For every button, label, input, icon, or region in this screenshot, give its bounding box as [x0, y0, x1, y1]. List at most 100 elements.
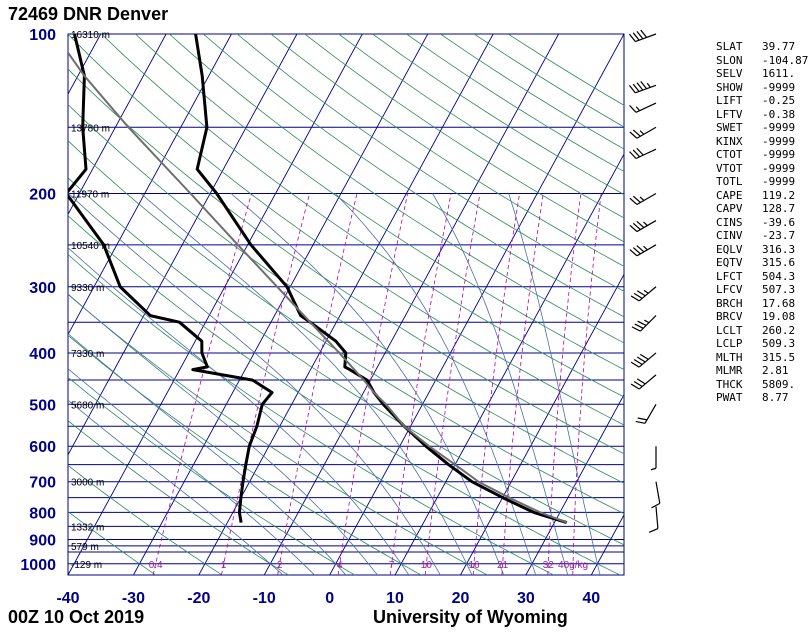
index-row: SELV 1611.	[716, 67, 808, 81]
barb-flag	[630, 383, 640, 390]
isotherm-10	[394, 153, 624, 575]
barb-flag	[636, 82, 644, 91]
barb-half-flag	[635, 106, 641, 112]
barb-staff	[635, 84, 657, 94]
barb-flag	[632, 247, 641, 255]
moist-adiabat	[68, 368, 315, 575]
pressure-tick-label: 600	[29, 439, 56, 456]
isotherm-20	[460, 273, 624, 575]
barb-flag	[632, 32, 640, 41]
barb-flag	[633, 380, 643, 387]
barb-flag	[631, 326, 641, 332]
index-value: 315.5	[762, 350, 796, 364]
barb-half-flag	[646, 82, 651, 88]
index-name: CTOT	[716, 148, 743, 161]
index-value: 39.77	[762, 40, 796, 53]
parcel-trace	[68, 50, 568, 524]
mixing-ratio-label: 21	[497, 560, 509, 571]
index-value: 5809.	[762, 377, 796, 391]
index-row: BRCH 17.68	[716, 297, 808, 311]
temperature-tick-label: 30	[517, 590, 535, 607]
index-name: KINX	[716, 134, 743, 148]
index-value: 509.3	[762, 337, 796, 350]
sounding-datetime: 00Z 10 Oct 2019	[8, 607, 145, 627]
index-name: CAPE	[716, 188, 743, 202]
dry-adiabat	[68, 253, 554, 575]
mixing-ratio-label: 1	[221, 560, 227, 571]
index-name: EQLV	[716, 242, 743, 256]
index-row: LCLT 260.2	[716, 324, 808, 338]
mixing-ratio-line	[152, 193, 252, 575]
isotherm--20	[198, 34, 494, 575]
barb-half-flag	[643, 289, 649, 294]
dry-adiabat	[68, 334, 422, 575]
height-label: 13780 m	[71, 123, 110, 134]
wind-barb	[629, 147, 657, 160]
barb-flag	[633, 359, 643, 366]
height-label: 1332 m	[71, 522, 104, 533]
index-row: CTOT -9999	[716, 148, 808, 162]
mixing-ratio-line	[547, 193, 582, 575]
height-label: 16310 m	[71, 30, 110, 41]
index-value: 260.2	[762, 323, 796, 337]
barb-flag	[629, 105, 637, 113]
barb-staff	[636, 192, 657, 205]
index-row: BRCV 19.08	[716, 310, 808, 324]
barb-flag	[636, 245, 645, 253]
index-value: 507.3	[762, 283, 796, 296]
mixing-ratio-label: 2	[277, 560, 283, 571]
height-label: 9330 m	[71, 283, 104, 294]
barb-flag	[629, 224, 638, 233]
mixing-ratio-line	[472, 193, 520, 575]
moist-adiabat	[68, 333, 347, 575]
index-row: PWAT 8.77	[716, 391, 808, 405]
mixing-ratio-line	[337, 193, 408, 575]
barb-staff	[636, 220, 657, 233]
isotherm--30	[133, 34, 429, 575]
temperature-tick-label: -30	[122, 590, 145, 607]
temperature-tick-label: -10	[253, 590, 276, 607]
dry-adiabat	[135, 34, 624, 371]
isotherm-0	[329, 34, 624, 575]
barb-flag	[648, 527, 659, 533]
isotherm--60	[68, 34, 232, 336]
mixing-ratio-line	[501, 193, 544, 575]
data-source: University of Wyoming	[373, 607, 568, 627]
barb-half-flag	[643, 221, 648, 227]
index-name: LCLP	[716, 337, 743, 350]
height-label: 3000 m	[71, 478, 104, 489]
dry-adiabat	[68, 140, 624, 515]
barb-staff	[655, 506, 659, 529]
barb-flag	[629, 249, 638, 257]
index-row: LIFT -0.25	[716, 94, 808, 108]
barb-flag	[632, 129, 641, 137]
barb-flag	[637, 320, 647, 327]
barb-flag	[635, 420, 646, 424]
barb-flag	[640, 29, 648, 38]
index-row: LFTV -0.38	[716, 108, 808, 122]
height-label: 10540 m	[71, 241, 110, 252]
wind-barb	[630, 286, 657, 302]
index-row: KINX -9999	[716, 135, 808, 149]
wind-barbs	[628, 29, 661, 533]
height-label: 7330 m	[71, 349, 104, 360]
height-label: 579 m	[71, 542, 99, 553]
dry-adiabat	[270, 34, 624, 267]
index-row: CINV -23.7	[716, 229, 808, 243]
mixing-ratio-label: 4	[337, 560, 343, 571]
mixing-ratio-label: 0.4	[149, 560, 163, 571]
index-value: 504.3	[762, 269, 796, 283]
dry-adiabat	[68, 103, 624, 484]
dry-adiabat	[68, 215, 621, 575]
index-value: 128.7	[762, 202, 796, 215]
index-value: 315.6	[762, 256, 796, 269]
index-row: TOTL -9999	[716, 175, 808, 189]
index-name: MLTH	[716, 350, 743, 364]
dry-adiabat	[169, 34, 624, 344]
pressure-tick-label: 900	[29, 533, 56, 550]
barb-half-flag	[639, 196, 645, 201]
chart-title: 72469 DNR Denver	[8, 4, 169, 24]
index-name: SWET	[716, 121, 743, 134]
index-name: CAPV	[716, 202, 743, 215]
